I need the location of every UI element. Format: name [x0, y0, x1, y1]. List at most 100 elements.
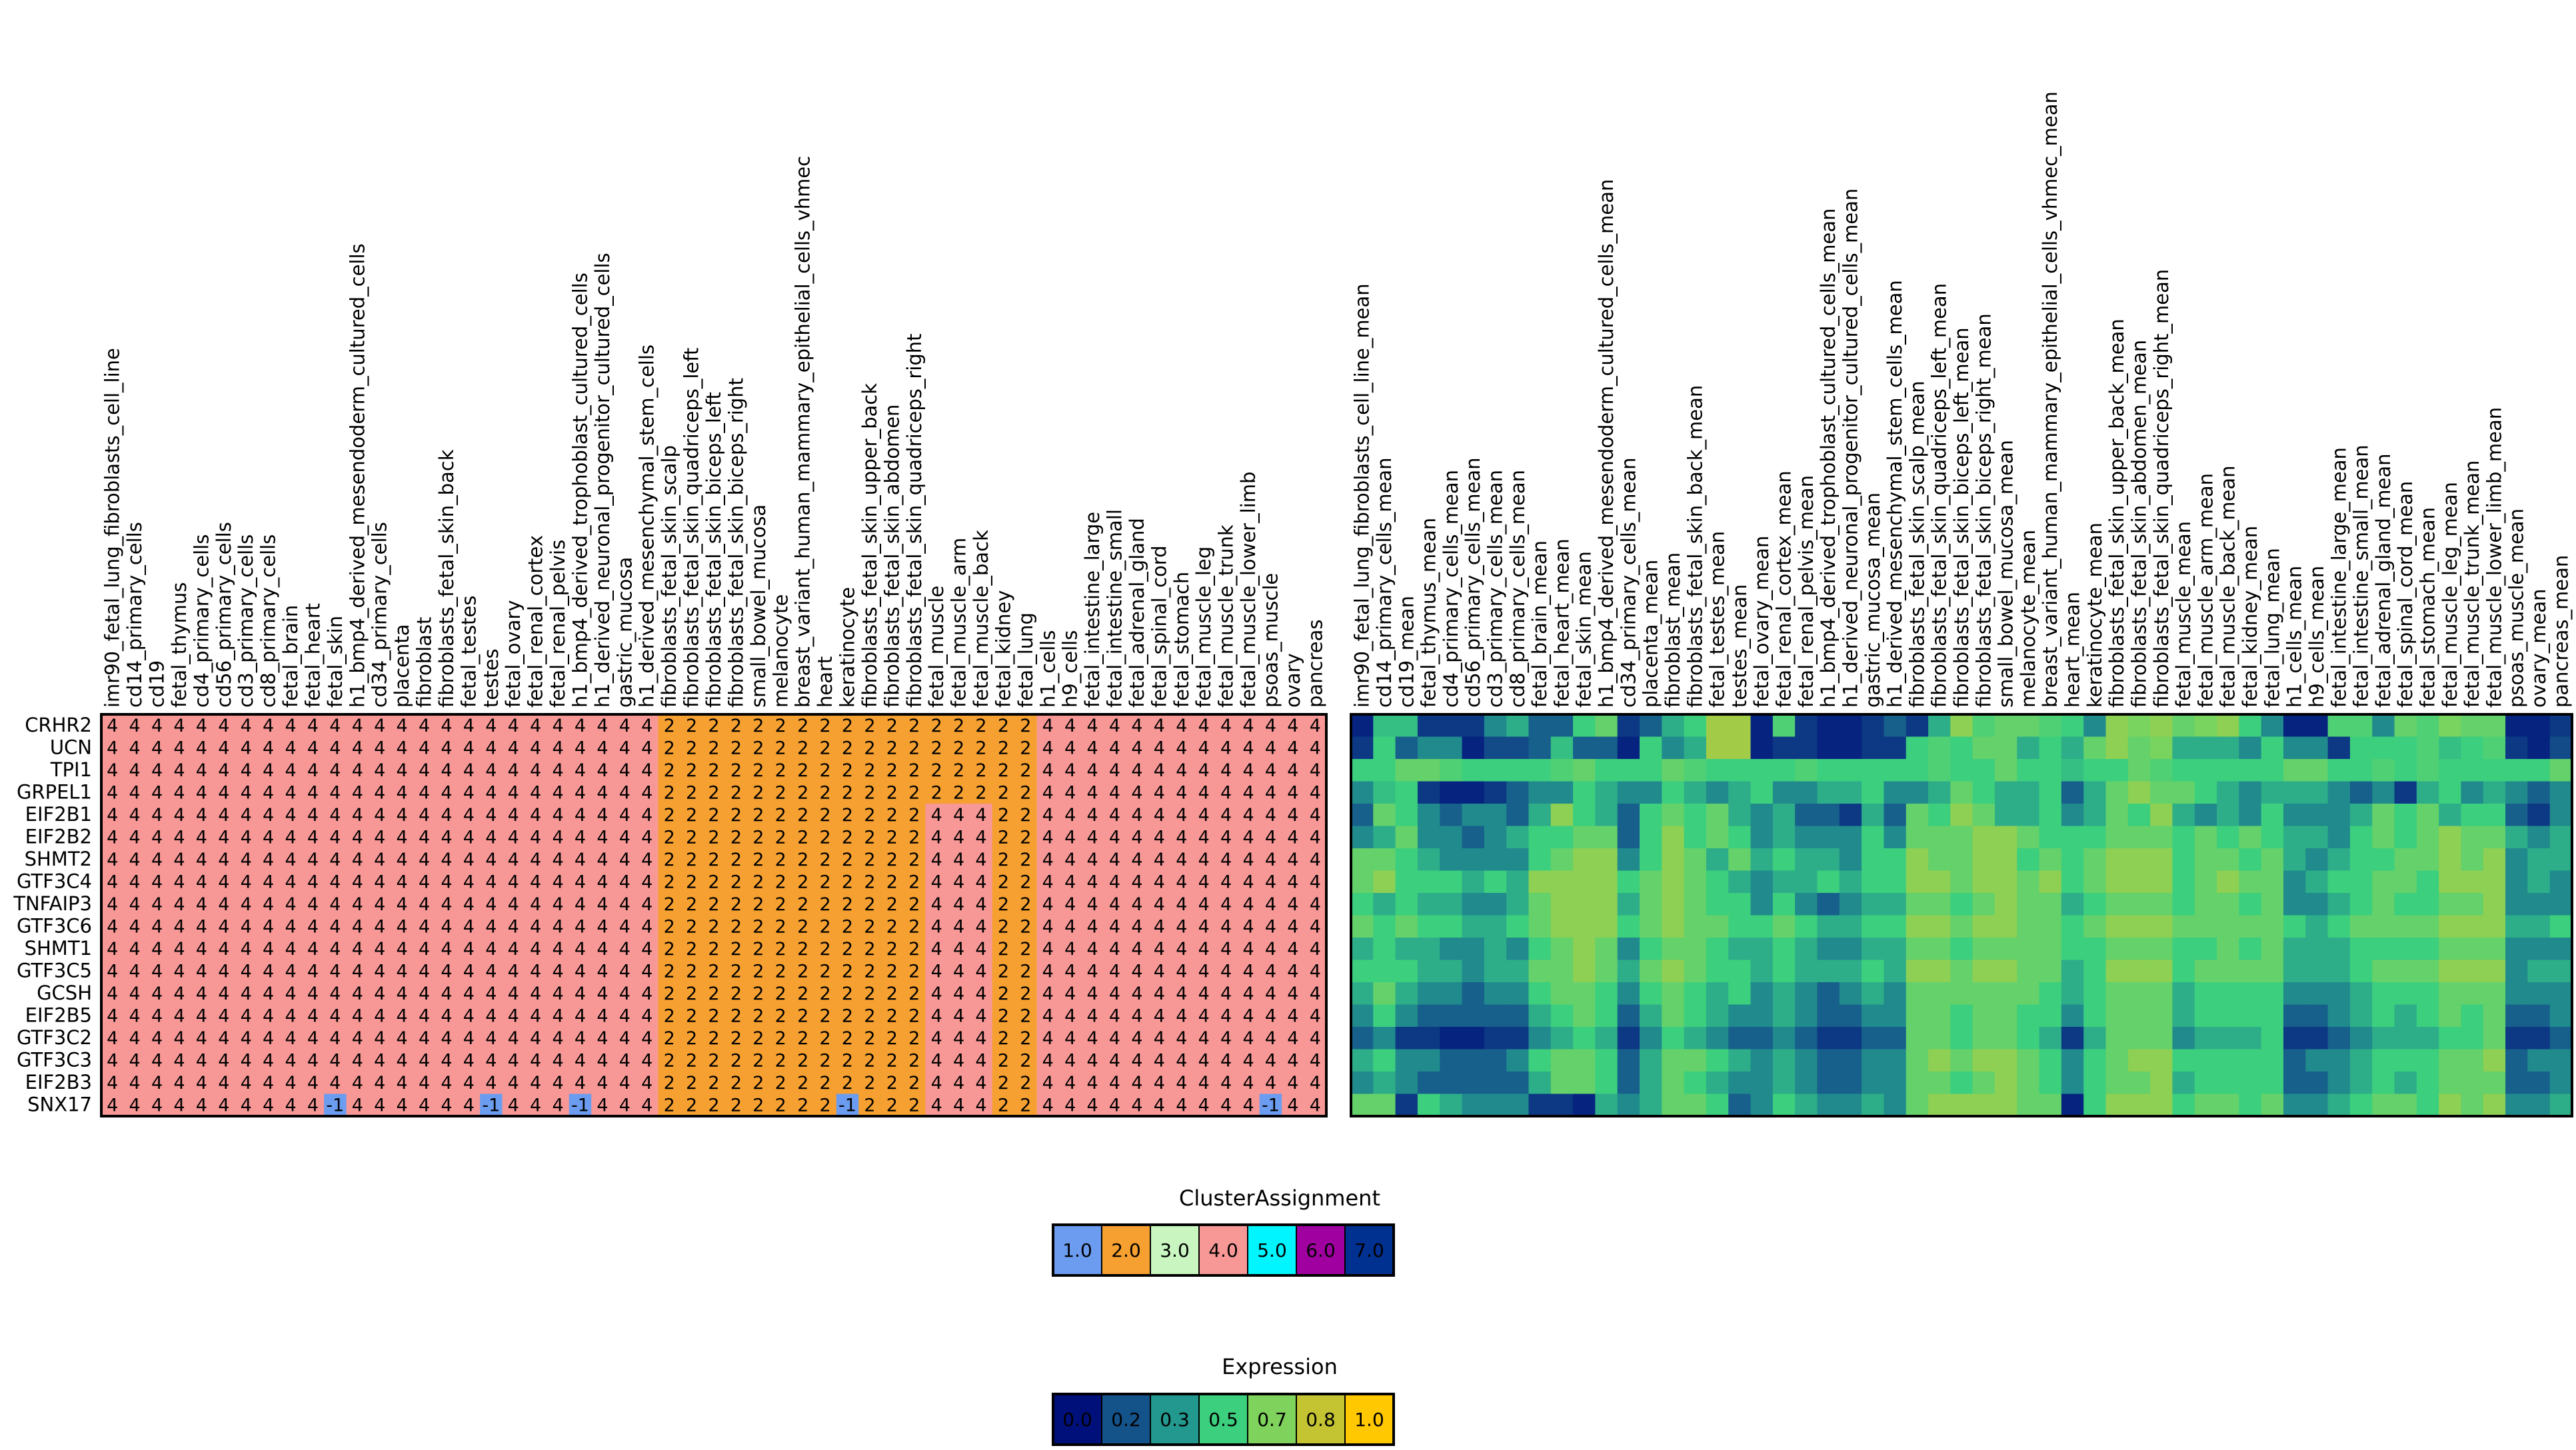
cluster-cell — [680, 781, 703, 804]
cluster-cell-label: 4 — [1287, 1028, 1298, 1049]
expression-cell — [1351, 1049, 1374, 1072]
cluster-cell-label: 4 — [107, 984, 118, 1004]
cluster-cell-label: 2 — [752, 828, 764, 848]
cluster-cell-label: 4 — [508, 738, 519, 759]
cluster-cell-label: 4 — [307, 939, 319, 960]
expression-cell — [2017, 848, 2040, 872]
cluster-cell — [1081, 1027, 1104, 1050]
cluster-cell — [235, 848, 258, 872]
cluster-cell-label: 2 — [819, 872, 830, 893]
expression-cell — [1862, 960, 1885, 983]
expression-cell — [2194, 960, 2217, 983]
cluster-cell-label: 2 — [886, 760, 898, 781]
expression-column-label: cd56_primary_cells_mean — [1462, 458, 1484, 708]
expression-cell — [1528, 759, 1552, 782]
cluster-cell-label: 4 — [1220, 939, 1232, 960]
cluster-cell-label: 4 — [552, 1028, 563, 1049]
cluster-cell-label: 4 — [1064, 962, 1076, 982]
expression-cell — [1906, 804, 1929, 827]
expression-cell — [1440, 759, 1463, 782]
cluster-cell-label: 4 — [397, 850, 408, 870]
cluster-cell-label: 2 — [864, 1051, 875, 1072]
cluster-cell — [435, 826, 459, 849]
expression-cell — [2127, 870, 2151, 894]
cluster-cell — [145, 893, 169, 916]
expression-cell — [2505, 1072, 2528, 1095]
cluster-cell — [257, 982, 280, 1006]
cluster-cell-label: 4 — [196, 716, 207, 736]
cluster-cell — [925, 960, 948, 983]
cluster-cell — [123, 1027, 147, 1050]
expression-cell — [2172, 893, 2195, 916]
cluster-cell — [1282, 1093, 1305, 1117]
cluster-cell-label: 4 — [1087, 939, 1098, 960]
expression-cell — [2483, 1027, 2506, 1050]
expression-cell — [2416, 826, 2439, 849]
cluster-cell — [747, 714, 770, 738]
expression-cell — [2217, 1027, 2239, 1050]
expression-cell — [2327, 893, 2351, 916]
expression-cell — [2150, 960, 2173, 983]
cluster-cell — [836, 736, 859, 760]
cluster-cell — [235, 826, 258, 849]
expression-cell — [2327, 938, 2351, 961]
cluster-cell — [724, 1093, 748, 1117]
expression-cell — [1351, 893, 1374, 916]
cluster-cell-label: 4 — [1242, 917, 1254, 938]
expression-cell — [1906, 982, 1929, 1006]
expression-cell — [1839, 804, 1862, 827]
cluster-cell — [257, 915, 280, 938]
cluster-cell — [925, 870, 948, 894]
expression-cell — [2461, 826, 2484, 849]
expression-cell — [2083, 781, 2107, 804]
cluster-cell-label: 4 — [1042, 917, 1054, 938]
cluster-cell-label: 4 — [597, 1006, 608, 1027]
expression-cell — [1440, 960, 1463, 983]
expression-cell — [2217, 781, 2239, 804]
expression-cell — [2461, 870, 2484, 894]
cluster-cell — [547, 804, 570, 827]
cluster-cell — [435, 714, 459, 738]
expression-cell — [2283, 893, 2306, 916]
cluster-cell-label: 4 — [463, 984, 475, 1004]
expression-column-label: fibroblasts_fetal_skin_back_mean — [1684, 385, 1706, 708]
cluster-cell — [235, 759, 258, 782]
cluster-cell-label: 2 — [864, 805, 875, 826]
cluster-cell — [791, 1093, 814, 1117]
cluster-cell-label: 4 — [307, 716, 319, 736]
expression-cell — [2127, 893, 2151, 916]
cluster-cell-label: 4 — [1109, 828, 1120, 848]
cluster-cell — [992, 938, 1015, 961]
gene-row-label: TNFAIP3 — [13, 892, 92, 915]
cluster-cell — [1036, 759, 1060, 782]
expression-cell — [1595, 1049, 1618, 1072]
expression-cell — [2150, 870, 2173, 894]
cluster-cell — [435, 848, 459, 872]
cluster-cell-label: 4 — [552, 1095, 563, 1116]
cluster-cell-label: 2 — [752, 917, 764, 938]
cluster-cell-label: 4 — [1131, 1028, 1142, 1049]
cluster-cell-label: 4 — [151, 1095, 163, 1116]
cluster-cell-label: 4 — [1198, 783, 1210, 804]
cluster-cell-label: 4 — [597, 872, 608, 893]
cluster-cell — [324, 982, 347, 1006]
expression-cell — [1662, 781, 1685, 804]
cluster-cell — [145, 960, 169, 983]
cluster-cell — [190, 1072, 213, 1095]
cluster-cell-label: 4 — [1087, 894, 1098, 915]
cluster-cell-label: 2 — [842, 1073, 853, 1093]
cluster-cell-label: 4 — [1198, 1028, 1210, 1049]
expression-cell — [1906, 960, 1929, 983]
cluster-cell — [547, 938, 570, 961]
cluster-cell-label: 4 — [641, 783, 652, 804]
expression-cell — [1972, 1004, 1995, 1028]
expression-cell — [1595, 714, 1618, 738]
expression-cell — [2017, 960, 2040, 983]
cluster-cell-label: 2 — [708, 1073, 719, 1093]
cluster-cell-label: 4 — [463, 962, 475, 982]
expression-cell — [2349, 736, 2373, 760]
cluster-cell-label: 2 — [953, 760, 964, 781]
cluster-cell — [791, 736, 814, 760]
cluster-cell — [168, 982, 191, 1006]
cluster-cell — [1103, 1027, 1126, 1050]
